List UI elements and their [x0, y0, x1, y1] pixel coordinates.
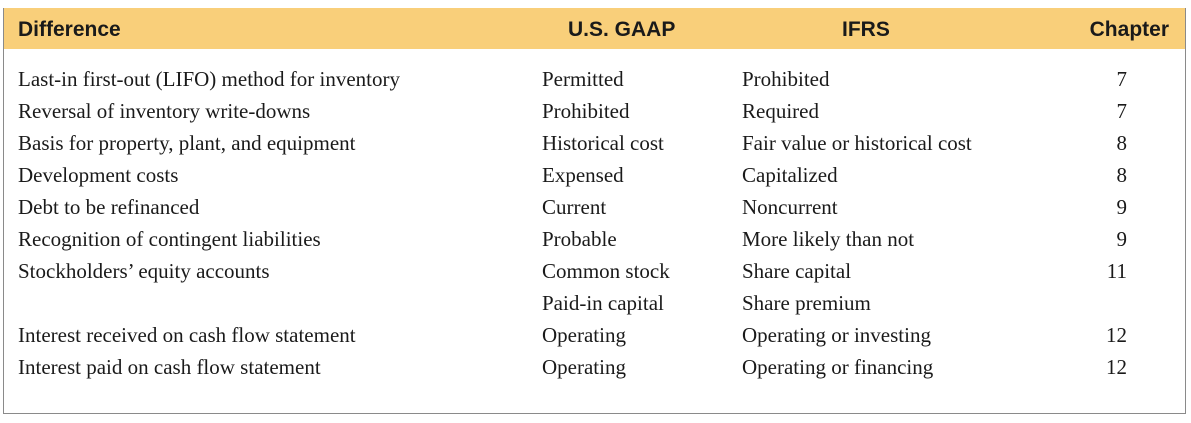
cell-us-gaap: Current — [542, 195, 607, 219]
header-difference: Difference — [18, 18, 121, 41]
cell-chapter: 12 — [1106, 323, 1127, 347]
cell-ifrs: Prohibited — [742, 67, 830, 91]
cell-us-gaap: Prohibited — [542, 99, 630, 123]
cell-ifrs: Capitalized — [742, 163, 838, 187]
cell-ifrs: Share capital — [742, 259, 852, 283]
cell-us-gaap: Expensed — [542, 163, 624, 187]
cell-chapter: 8 — [1116, 163, 1128, 187]
cell-us-gaap: Probable — [542, 227, 617, 251]
cell-chapter: 7 — [1116, 67, 1128, 91]
cell-us-gaap: Paid-in capital — [542, 291, 664, 315]
cell-difference: Development costs — [18, 163, 179, 187]
cell-chapter: 12 — [1106, 355, 1127, 379]
cell-difference: Interest paid on cash flow statement — [18, 355, 321, 379]
cell-us-gaap: Operating — [542, 323, 626, 347]
cell-difference: Reversal of inventory write-downs — [18, 99, 311, 123]
cell-chapter: 7 — [1116, 99, 1128, 123]
table-header: Difference U.S. GAAP IFRS Chapter — [4, 8, 1185, 49]
table-body: Last-in first-out (LIFO) method for inve… — [4, 63, 1185, 383]
table-row: Recognition of contingent liabilities Pr… — [4, 223, 1185, 255]
cell-chapter: 9 — [1116, 195, 1128, 219]
cell-difference: Basis for property, plant, and equipment — [18, 131, 356, 155]
cell-ifrs: Fair value or historical cost — [742, 131, 972, 155]
cell-us-gaap: Common stock — [542, 259, 670, 283]
cell-difference: Recognition of contingent liabilities — [18, 227, 321, 251]
table-row: Basis for property, plant, and equipment… — [4, 127, 1185, 159]
cell-chapter: 9 — [1116, 227, 1128, 251]
table-row: Reversal of inventory write-downs Prohib… — [4, 95, 1185, 127]
cell-ifrs: Operating or financing — [742, 355, 934, 379]
table-row: Development costs Expensed Capitalized 8 — [4, 159, 1185, 191]
cell-difference: Interest received on cash flow statement — [18, 323, 356, 347]
cell-difference: Last-in first-out (LIFO) method for inve… — [18, 67, 400, 91]
table-row: Last-in first-out (LIFO) method for inve… — [4, 63, 1185, 95]
cell-chapter: 8 — [1116, 131, 1128, 155]
cell-ifrs: Share premium — [742, 291, 871, 315]
cell-ifrs: More likely than not — [742, 227, 915, 251]
cell-chapter: 11 — [1106, 259, 1127, 283]
cell-difference: Stockholders’ equity accounts — [18, 259, 270, 283]
header-ifrs: IFRS — [842, 18, 890, 41]
cell-us-gaap: Operating — [542, 355, 626, 379]
table-row: Stockholders’ equity accounts Common sto… — [4, 255, 1185, 287]
cell-ifrs: Noncurrent — [742, 195, 838, 219]
header-us-gaap: U.S. GAAP — [568, 18, 676, 41]
cell-difference: Debt to be refinanced — [18, 195, 200, 219]
comparison-table: Difference U.S. GAAP IFRS Chapter Last-i… — [3, 8, 1186, 414]
cell-us-gaap: Permitted — [542, 67, 624, 91]
cell-us-gaap: Historical cost — [542, 131, 664, 155]
table-row: Debt to be refinanced Current Noncurrent… — [4, 191, 1185, 223]
table-row: Paid-in capital Share premium — [4, 287, 1185, 319]
cell-ifrs: Required — [742, 99, 819, 123]
cell-ifrs: Operating or investing — [742, 323, 931, 347]
table-row: Interest received on cash flow statement… — [4, 319, 1185, 351]
table-row: Interest paid on cash flow statement Ope… — [4, 351, 1185, 383]
header-chapter: Chapter — [1089, 18, 1169, 41]
